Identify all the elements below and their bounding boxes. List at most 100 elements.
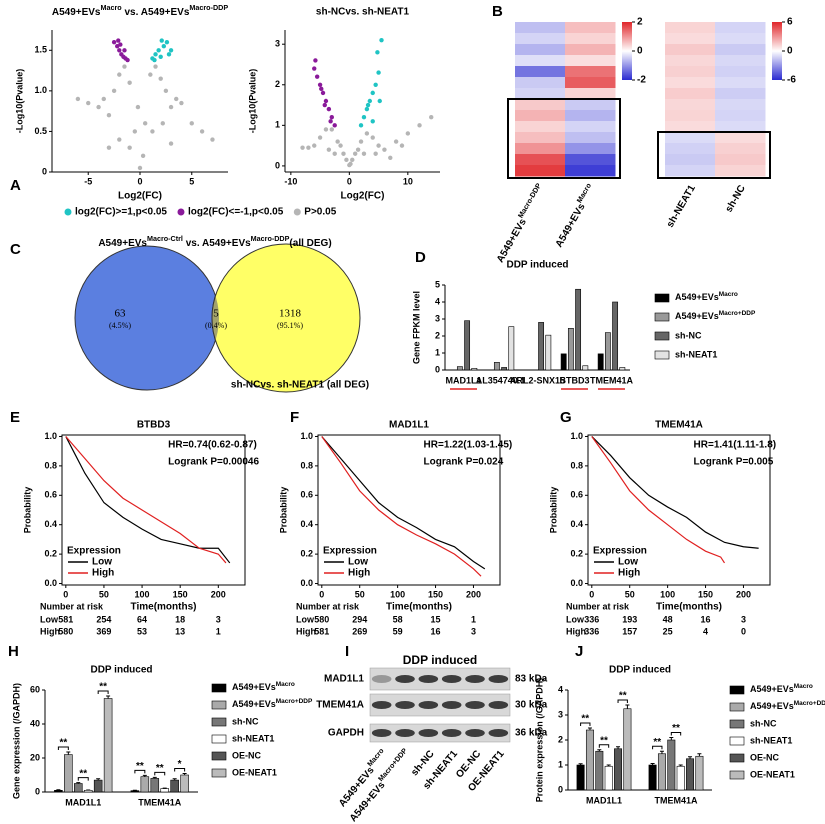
colorbar [622,22,632,80]
chart-title: BTBD3 [137,420,171,431]
y-tick-label: 3 [558,709,563,719]
risk-count: 193 [622,614,637,624]
heatmap-cell [715,132,766,144]
blot-band [488,729,509,737]
y-tick-label: 2 [275,79,280,89]
heatmap-cell [515,22,566,34]
heatmap-cell [515,77,566,89]
risk-group: High [296,626,316,636]
panel-label: I [345,643,349,660]
annotation: Logrank P=0.00046 [168,457,259,468]
x-tick-label: 150 [428,589,443,599]
y-axis-label: Probability [548,487,558,534]
heatmap-cell [565,88,616,100]
risk-count: 581 [314,626,329,636]
chart-title-part: vs. A549+EVs [122,7,190,18]
y-tick-label: 0.0 [44,578,57,588]
heatmap-cell [715,110,766,122]
significance-bracket [77,777,89,781]
risk-title: Number at risk [296,601,360,611]
legend-marker [177,208,185,216]
bar [604,332,611,371]
size-label: 30 kDa [515,700,548,711]
risk-group: Low [566,614,585,624]
point [117,48,122,53]
legend-label-part: A549+EVs [232,699,276,709]
bar [74,783,83,793]
heatmap-cell [515,66,566,78]
chart-title: MAD1L1 [389,420,429,431]
bar [560,353,567,371]
colorbar-label: 0 [787,46,793,57]
x-axis-label: Time(months) [386,602,452,613]
column-label-part: A549+EVs [553,201,587,249]
point [111,88,117,94]
risk-count: 16 [701,614,711,624]
legend-swatch [654,312,670,322]
point [86,100,91,106]
point [348,161,353,167]
blot-strip [369,667,511,691]
colorbar-label: -6 [787,75,796,86]
point [429,115,434,120]
x-tick-label: 150 [698,589,713,599]
y-tick-label: 0.8 [300,460,313,470]
venn-overlap [211,246,219,390]
venn-share: (4.5%) [109,321,131,330]
blot-band [441,701,462,709]
chart-title: sh-NCvs. sh-NEAT1 [316,7,410,18]
significance-bracket [652,745,663,750]
error-bar [172,778,177,781]
error-bar [76,782,81,784]
legend-label: A549+EVsMacro+DDP [675,310,756,322]
bar [619,367,626,371]
point [106,145,112,150]
error-bar [597,749,602,752]
risk-count: 4 [703,626,708,636]
y-tick-label: 1.0 [34,85,47,95]
venn-title-part: (all DEG) [289,238,331,249]
point [132,129,138,134]
heatmap-cell [565,110,616,122]
heatmap-cell [515,132,566,144]
y-tick-label: 0 [275,160,280,170]
y-tick-label: 3 [435,313,440,323]
highlight-box [507,98,621,179]
point [370,90,375,96]
y-tick-label: 4 [558,684,563,694]
point [158,76,163,81]
point [127,80,132,85]
heatmap-cell [565,22,616,34]
y-axis-label: -Log10(Pvalue) [247,69,257,134]
blot-band [395,675,415,683]
size-label: 83 kDa [515,674,548,685]
point [364,131,370,136]
x-tick-label: MAD1L1 [445,375,481,385]
point [166,52,172,57]
survival-curve [65,436,231,564]
panel-label: G [560,409,572,426]
size-label: 36 kDa [515,728,548,739]
legend-swatch [729,719,745,729]
risk-count: 1 [471,614,476,624]
x-axis-label: Time(months) [656,602,722,613]
legend-swatch [654,350,670,360]
y-tick-label: 1.5 [34,45,47,55]
risk-count: 157 [622,626,637,636]
x-tick-label: -10 [284,176,297,186]
point [329,115,334,120]
panel-label: H [8,643,19,660]
x-tick-label: 100 [660,589,675,599]
y-tick-label: 0.8 [570,460,583,470]
x-tick-label: 100 [390,589,405,599]
bar [657,753,666,791]
point [168,104,174,110]
error-bar [625,704,630,709]
point [317,82,323,87]
highlight-box [657,131,771,179]
heatmap-cell [515,99,566,111]
legend-label: Low [348,557,368,568]
risk-count: 336 [584,614,599,624]
bar [150,778,160,793]
lane-label-part: Macro [365,746,386,768]
